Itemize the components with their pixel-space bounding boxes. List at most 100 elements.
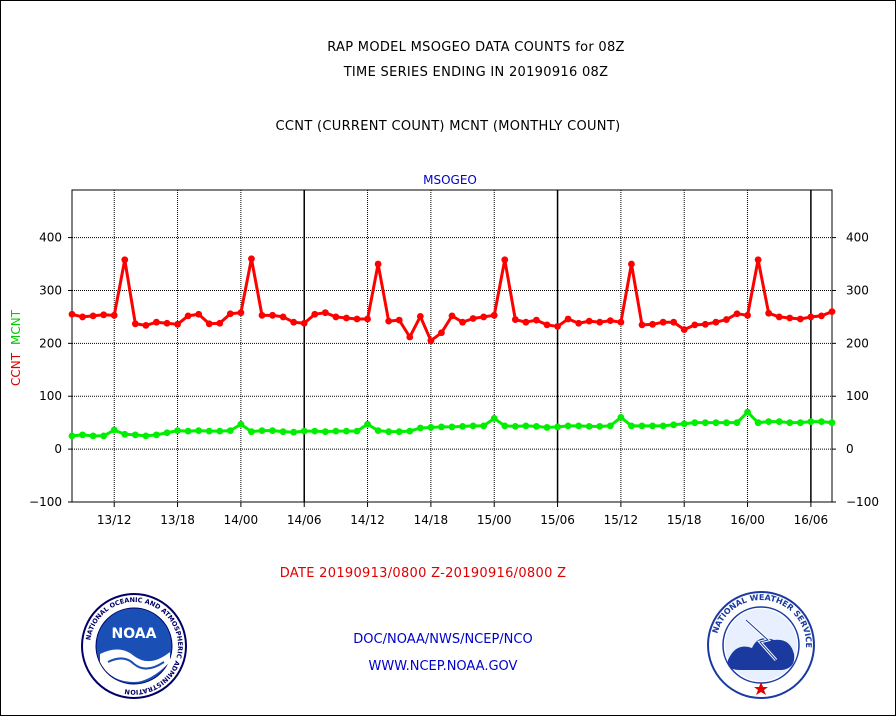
data-point-ccnt [744, 311, 751, 319]
data-point-ccnt [617, 318, 625, 326]
data-point-mcnt [754, 419, 762, 427]
data-point-mcnt [89, 432, 97, 440]
data-point-mcnt [438, 423, 445, 431]
plot-title: MSOGEO [423, 173, 477, 187]
data-point-ccnt [311, 310, 319, 318]
data-point-ccnt [659, 318, 667, 326]
data-point-ccnt [733, 310, 741, 318]
data-point-ccnt [585, 317, 593, 325]
x-tick-label: 16/06 [794, 513, 829, 527]
data-point-mcnt [723, 419, 730, 427]
chart-title-line1: RAP MODEL MSOGEO DATA COUNTS for 08Z [327, 40, 625, 55]
data-point-ccnt [300, 319, 308, 327]
series-line-ccnt [71, 257, 833, 343]
data-point-mcnt [205, 427, 213, 435]
data-point-mcnt [596, 422, 604, 430]
data-point-mcnt [501, 422, 509, 430]
y-tick-label-left: 300 [39, 283, 62, 297]
data-point-mcnt [406, 427, 414, 435]
data-point-mcnt [701, 419, 709, 427]
data-point-ccnt [638, 321, 646, 329]
data-point-ccnt [110, 311, 118, 319]
data-point-mcnt [427, 424, 435, 431]
data-point-ccnt [807, 313, 815, 321]
data-point-mcnt [100, 432, 108, 440]
data-point-mcnt [364, 420, 371, 428]
data-point-ccnt [353, 315, 361, 323]
data-point-mcnt [269, 427, 276, 435]
data-point-ccnt [775, 313, 783, 321]
y-tick-label-right: 200 [846, 336, 869, 350]
data-point-ccnt [438, 329, 445, 337]
x-tick-label: 14/18 [414, 513, 449, 527]
data-point-ccnt [754, 256, 762, 264]
x-tick-label: 15/12 [604, 513, 639, 527]
x-tick-label: 16/00 [730, 513, 765, 527]
data-point-mcnt [279, 428, 287, 436]
data-point-ccnt [606, 317, 614, 325]
data-point-ccnt [712, 318, 720, 326]
data-point-mcnt [606, 422, 614, 430]
data-point-ccnt [343, 314, 350, 322]
data-point-mcnt [416, 424, 424, 432]
chart-subtitle: CCNT (CURRENT COUNT) MCNT (MONTHLY COUNT… [275, 119, 621, 134]
data-point-mcnt [554, 423, 561, 431]
data-point-mcnt [659, 422, 667, 430]
data-point-mcnt [765, 418, 773, 426]
data-point-mcnt [374, 427, 382, 435]
data-point-mcnt [638, 422, 646, 430]
noaa-logo-wordmark: NOAA [112, 626, 157, 642]
data-point-ccnt [828, 308, 836, 316]
data-point-mcnt [533, 422, 540, 430]
data-point-mcnt [237, 420, 245, 428]
x-tick-label: 13/18 [160, 513, 195, 527]
data-point-mcnt [807, 418, 815, 426]
data-point-mcnt [712, 419, 720, 427]
x-tick-label: 15/06 [540, 513, 575, 527]
y-tick-label-left: 100 [39, 389, 62, 403]
data-point-ccnt [765, 309, 773, 317]
data-point-ccnt [575, 319, 583, 327]
data-point-ccnt [258, 311, 266, 319]
data-point-mcnt [733, 419, 741, 427]
data-point-mcnt [522, 422, 530, 430]
data-point-mcnt [321, 428, 329, 436]
chart-title-line2: TIME SERIES ENDING IN 20190916 08Z [343, 65, 609, 80]
data-point-mcnt [617, 413, 625, 421]
y-tick-label-right: 0 [846, 442, 854, 456]
data-point-ccnt [427, 337, 435, 345]
data-point-ccnt [279, 313, 287, 321]
credit-line-website: WWW.NCEP.NOAA.GOV [368, 659, 518, 674]
data-point-mcnt [311, 427, 319, 435]
data-point-mcnt [300, 427, 308, 435]
data-point-ccnt [89, 312, 97, 320]
data-point-mcnt [332, 427, 340, 435]
data-point-ccnt [501, 256, 509, 264]
data-point-ccnt [459, 318, 466, 326]
data-point-mcnt [163, 429, 171, 437]
data-point-ccnt [416, 312, 424, 320]
data-point-mcnt [796, 419, 804, 427]
data-point-ccnt [321, 309, 329, 317]
data-point-ccnt [195, 310, 203, 318]
data-point-mcnt [195, 427, 203, 435]
y-tick-label-left: 0 [54, 442, 62, 456]
data-point-ccnt [68, 310, 76, 318]
data-point-mcnt [459, 422, 466, 430]
data-point-ccnt [701, 320, 709, 328]
x-tick-label: 15/18 [667, 513, 702, 527]
data-point-mcnt [174, 427, 181, 435]
y-axis-label-mcnt: MCNT [9, 309, 23, 345]
data-point-ccnt [554, 323, 561, 330]
y-tick-label-left: 400 [39, 231, 62, 245]
data-point-ccnt [533, 316, 540, 324]
data-point-mcnt [395, 428, 403, 436]
data-point-ccnt [406, 333, 414, 341]
y-tick-label-right: 100 [846, 389, 869, 403]
data-point-mcnt [575, 422, 583, 430]
data-point-mcnt [490, 415, 498, 422]
data-point-mcnt [184, 427, 192, 435]
data-point-mcnt [628, 422, 635, 430]
data-point-mcnt [290, 428, 298, 436]
